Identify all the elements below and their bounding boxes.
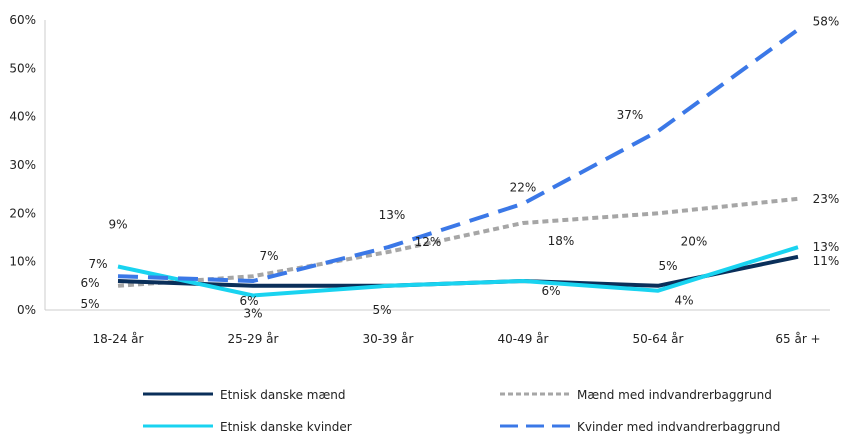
data-label: 7% <box>259 249 278 263</box>
data-label: 23% <box>813 192 840 206</box>
data-label: 5% <box>658 259 677 273</box>
x-tick-labels: 18-24 år 25-29 år 30-39 år 40-49 år 50-64 år… <box>93 332 821 346</box>
data-label: 9% <box>108 218 127 232</box>
series-line <box>117 245 799 298</box>
x-tick-label: 18-24 år <box>93 332 144 346</box>
data-label: 5% <box>372 303 391 317</box>
series-line <box>117 196 799 288</box>
data-label: 4% <box>674 294 693 308</box>
y-tick-labels: 0% 10% 20% 30% 40% 50% 60% <box>9 13 36 317</box>
data-label: 3% <box>243 307 262 321</box>
x-tick-label: 65 år + <box>775 332 820 346</box>
y-tick-label: 30% <box>9 158 36 172</box>
legend: Etnisk danske mænd Mænd med indvandrerbag… <box>143 388 780 434</box>
data-label: 20% <box>681 234 708 248</box>
y-tick-label: 60% <box>9 13 36 27</box>
y-tick-label: 0% <box>17 303 36 317</box>
x-tick-label: 40-49 år <box>498 332 549 346</box>
data-label: 6% <box>80 276 99 290</box>
data-label: 18% <box>548 234 575 248</box>
data-label: 6% <box>541 284 560 298</box>
x-tick-label: 50-64 år <box>633 332 684 346</box>
y-tick-label: 20% <box>9 206 36 220</box>
legend-label: Kvinder med indvandrerbaggrund <box>577 420 780 434</box>
data-label: 13% <box>813 240 840 254</box>
data-label: 12% <box>415 235 442 249</box>
data-label: 58% <box>813 15 840 29</box>
y-tick-label: 40% <box>9 110 36 124</box>
series-line <box>117 28 800 283</box>
data-label: 37% <box>617 108 644 122</box>
legend-label: Mænd med indvandrerbaggrund <box>577 388 772 402</box>
data-label: 11% <box>813 254 840 268</box>
data-labels: 6%5%5% 11%5%7%12% 18% 20%23%9%3%6%4%13%7%6%… <box>80 15 839 321</box>
data-label: 5% <box>80 297 99 311</box>
series-lines <box>117 28 800 298</box>
legend-label: Etnisk danske mænd <box>220 388 345 402</box>
x-tick-label: 30-39 år <box>363 332 414 346</box>
data-label: 13% <box>379 208 406 222</box>
x-tick-label: 25-29 år <box>228 332 279 346</box>
y-tick-label: 10% <box>9 255 36 269</box>
legend-label: Etnisk danske kvinder <box>220 420 352 434</box>
y-tick-label: 50% <box>9 61 36 75</box>
data-label: 6% <box>239 294 258 308</box>
data-label: 7% <box>88 257 107 271</box>
data-label: 22% <box>510 181 537 195</box>
